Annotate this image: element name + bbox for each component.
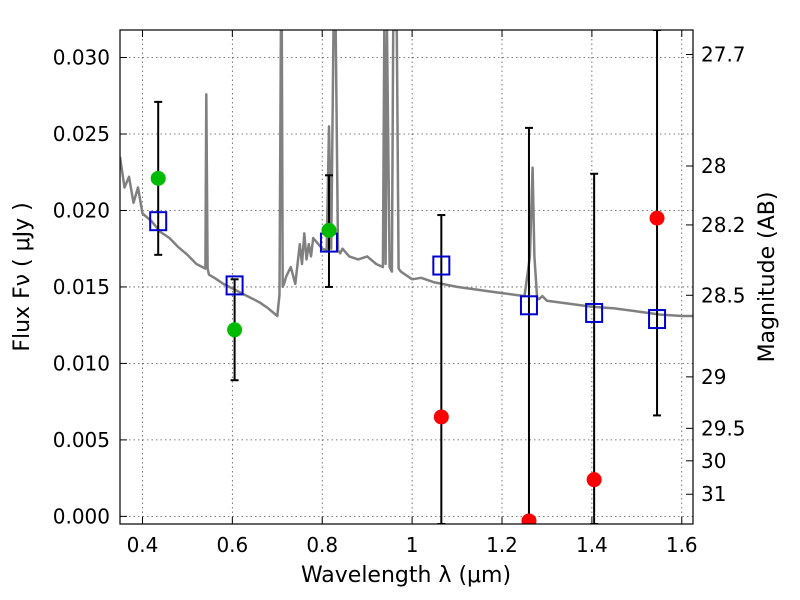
plot-area — [120, 30, 693, 524]
axis-tick-labels: 0.4 0.6 0.8 1 1.2 1.4 1.6 0.000 0.005 0.010 0.015 0… — [53, 42, 746, 557]
x-tick-label: 0.6 — [216, 533, 248, 557]
mag-tick-label: 28.2 — [701, 213, 746, 237]
x-tick-label: 0.8 — [306, 533, 338, 557]
mag-tick-label: 31 — [701, 482, 726, 506]
y-tick-label: 0.000 — [53, 504, 110, 528]
right-axis-label: Magnitude (AB) — [755, 192, 780, 363]
plot-content — [120, 30, 693, 524]
model-photometry-boxes — [149, 211, 667, 330]
model-photometry-box — [519, 295, 538, 316]
plot-frame — [119, 29, 694, 525]
non-detection-point — [433, 409, 449, 425]
y-tick-label: 0.025 — [53, 122, 110, 146]
model-photometry-box — [225, 275, 244, 296]
detection-point — [227, 322, 243, 338]
x-tick-label: 1.4 — [576, 533, 608, 557]
x-axis-label: Wavelength λ (μm) — [301, 563, 511, 588]
detection-point — [150, 170, 166, 186]
x-tick-label: 1 — [406, 533, 419, 557]
y-tick-label: 0.010 — [53, 351, 110, 375]
x-tick-label: 1.6 — [666, 533, 698, 557]
mag-tick-label: 29.5 — [701, 416, 746, 440]
model-photometry-box — [648, 309, 667, 330]
measured-points — [150, 170, 665, 524]
x-tick-label: 0.4 — [127, 533, 159, 557]
detection-point — [321, 222, 337, 238]
y-axis-label: Flux Fν ( μJy ) — [10, 202, 35, 351]
mag-tick-label: 27.7 — [701, 42, 746, 66]
mag-tick-label: 28 — [701, 154, 726, 178]
mag-tick-label: 30 — [701, 449, 726, 473]
non-detection-point — [521, 513, 537, 524]
grid-lines — [120, 30, 693, 524]
y-tick-label: 0.005 — [53, 428, 110, 452]
model-photometry-box — [149, 211, 168, 232]
model-photometry-box — [432, 255, 451, 276]
y-tick-label: 0.020 — [53, 198, 110, 222]
non-detection-point — [649, 210, 665, 226]
x-tick-label: 1.2 — [486, 533, 518, 557]
axis-ticks — [120, 30, 693, 524]
mag-tick-label: 29 — [701, 365, 726, 389]
y-tick-label: 0.030 — [53, 46, 110, 70]
y-tick-label: 0.015 — [53, 275, 110, 299]
model-photometry-box — [585, 302, 604, 323]
non-detection-point — [586, 472, 602, 488]
mag-tick-label: 28.5 — [701, 283, 746, 307]
